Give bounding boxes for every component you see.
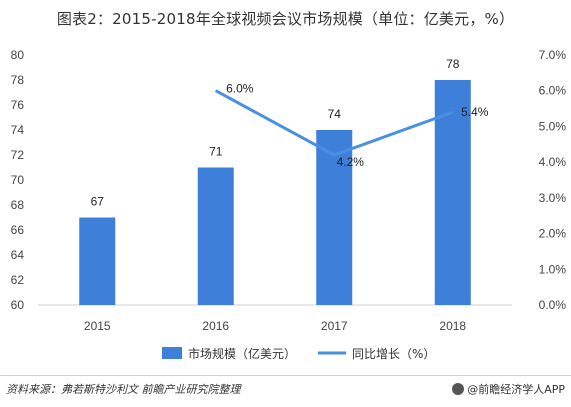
y-left-tick-label: 66 (11, 223, 25, 237)
y-left-tick-label: 74 (11, 123, 25, 137)
y-left-tick-label: 68 (11, 198, 25, 212)
data-labels: 67 71 74 78 6.0% 4.2% 5.4% (91, 57, 489, 209)
bar-value-label: 78 (446, 57, 460, 71)
y-right-tick-label: 0.0% (539, 298, 567, 312)
bar-2016 (197, 167, 234, 305)
x-tick-label: 2018 (439, 319, 466, 333)
legend-bar-swatch (162, 347, 182, 359)
footer-divider (0, 375, 571, 376)
y-right-tick-label: 5.0% (539, 119, 567, 133)
y-right-tick-label: 6.0% (539, 84, 567, 98)
growth-point-2016 (215, 90, 217, 92)
bar-value-label: 67 (91, 195, 105, 209)
y-left-tick-label: 60 (11, 298, 25, 312)
brand-logo-icon (452, 383, 465, 395)
y-right-tick-label: 2.0% (539, 227, 567, 241)
x-tick-label: 2017 (321, 319, 348, 333)
y-left-tick-label: 72 (11, 148, 25, 162)
growth-point-2017 (333, 154, 335, 156)
source-note: 资料来源：弗若斯特沙利文 前瞻产业研究院整理 (6, 383, 241, 396)
legend: 市场规模（亿美元） 同比增长（%） (162, 346, 435, 361)
growth-point-2018 (452, 111, 454, 113)
legend-line-label: 同比增长（%） (352, 347, 435, 361)
legend-bar-label: 市场规模（亿美元） (188, 346, 296, 361)
bar-value-label: 71 (209, 145, 223, 159)
growth-value-label: 4.2% (337, 155, 365, 169)
y-right-tick-label: 7.0% (539, 48, 567, 62)
x-tick-label: 2016 (202, 319, 229, 333)
y-right-tick-label: 4.0% (539, 155, 567, 169)
y-left-tick-label: 80 (11, 48, 25, 62)
y-right-tick-label: 1.0% (539, 262, 567, 276)
chart-title: 图表2：2015-2018年全球视频会议市场规模（单位：亿美元，%） (56, 10, 515, 28)
growth-value-label: 5.4% (461, 105, 489, 119)
brand-credit: @前瞻经济学人APP (452, 381, 565, 397)
y-left-tick-label: 62 (11, 273, 25, 287)
y-left-tick-label: 70 (11, 173, 25, 187)
brand-text: @前瞻经济学人APP (467, 383, 565, 396)
y-left-tick-label: 78 (11, 73, 25, 87)
y-left-tick-label: 64 (11, 248, 25, 262)
axes: 60 62 64 66 68 70 72 74 76 78 80 0.0% 1.0% 2.0% 3.0% 4.… (11, 48, 567, 333)
bar-value-label: 74 (328, 107, 342, 121)
x-tick-label: 2015 (84, 319, 111, 333)
y-left-tick-label: 76 (11, 98, 25, 112)
growth-line (215, 89, 454, 157)
bar-2015 (79, 217, 116, 305)
growth-value-label: 6.0% (226, 82, 254, 96)
bars (79, 80, 471, 305)
bar-2017 (316, 130, 353, 305)
y-right-tick-label: 3.0% (539, 191, 567, 205)
